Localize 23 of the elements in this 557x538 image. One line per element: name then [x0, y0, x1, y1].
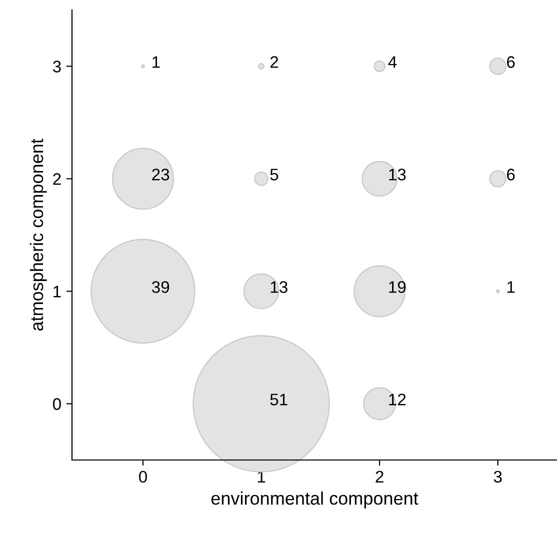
- annotation: 23: [152, 168, 170, 180]
- x-tick-label: 2: [376, 470, 384, 482]
- x-tick-label: 0: [138, 470, 147, 483]
- annotation: 5: [270, 168, 278, 180]
- annotation: 13: [270, 281, 288, 293]
- annotation: 6: [507, 56, 515, 68]
- y-tick-label: 3: [52, 60, 61, 72]
- x-tick-label: 3: [494, 470, 502, 483]
- annotation: 6: [507, 168, 515, 180]
- annotation: 2: [270, 56, 278, 68]
- annotation: 39: [152, 281, 170, 293]
- y-axis-title: atmospheric component: [30, 138, 47, 331]
- y-tick-label: 2: [53, 173, 61, 185]
- y-tick-label: 0: [52, 398, 61, 410]
- annotation: 4: [388, 56, 397, 68]
- annotation: 13: [389, 168, 406, 180]
- annotation: 19: [389, 281, 406, 293]
- annotation: 1: [507, 281, 515, 293]
- x-axis-title: environmental component: [211, 492, 418, 508]
- annotation: 1: [152, 56, 160, 68]
- annotation: 12: [389, 394, 406, 406]
- annotation: 51: [270, 394, 288, 406]
- y-tick-label: 1: [54, 286, 61, 298]
